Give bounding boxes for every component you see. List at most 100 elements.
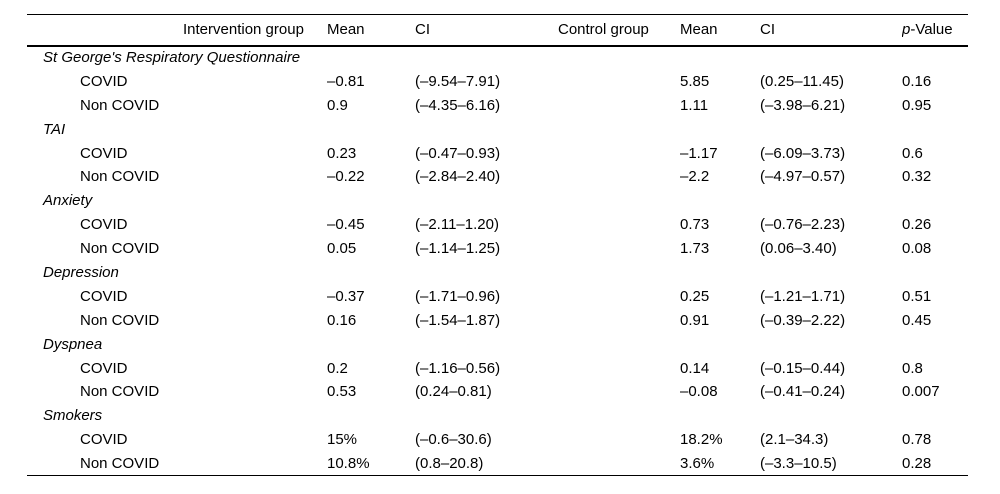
header-control-ci: CI: [760, 21, 775, 39]
control-mean-value: 0.73: [680, 216, 710, 234]
results-table: Intervention group Mean CI Control group…: [27, 14, 968, 477]
intervention-mean-value: –0.22: [327, 168, 365, 186]
control-group-cell: [558, 141, 680, 165]
data-row: Non COVID 10.8% (0.8–20.8) 3.6% (–3.3–10.5) 0…: [27, 452, 968, 476]
section-row: Smokers: [27, 404, 968, 428]
control-mean-value: 0.14: [680, 359, 710, 377]
control-group-cell: [558, 237, 680, 261]
p-value-cell: 0.6: [902, 144, 923, 162]
intervention-group-cell: [183, 237, 327, 261]
intervention-mean-value: 0.53: [327, 383, 357, 401]
intervention-ci-value: (0.8–20.8): [415, 454, 484, 472]
control-group-cell: [558, 213, 680, 237]
intervention-mean-value: 0.2: [327, 359, 348, 377]
intervention-mean-value: 0.16: [327, 311, 357, 329]
header-intervention-group: Intervention group: [183, 21, 304, 39]
section-title: TAI: [43, 120, 66, 138]
intervention-ci-value: (0.24–0.81): [415, 383, 492, 401]
control-group-cell: [558, 356, 680, 380]
control-group-cell: [558, 69, 680, 93]
data-row: Non COVID –0.22 (–2.84–2.40) –2.2 (–4.97–0.5…: [27, 165, 968, 189]
control-ci-value: (0.06–3.40): [760, 240, 837, 258]
data-row: COVID 0.23 (–0.47–0.93) –1.17 (–6.09–3.73) 0.…: [27, 141, 968, 165]
control-ci-value: (–0.39–2.22): [760, 311, 846, 329]
row-label: COVID: [80, 287, 128, 305]
intervention-mean-value: 15%: [327, 431, 358, 449]
control-ci-value: (–0.76–2.23): [760, 216, 846, 234]
intervention-group-cell: [183, 93, 327, 117]
control-group-cell: [558, 165, 680, 189]
p-value-cell: 0.95: [902, 96, 932, 114]
intervention-mean-value: 0.23: [327, 144, 357, 162]
control-mean-value: 1.73: [680, 240, 710, 258]
intervention-mean-value: –0.37: [327, 287, 365, 305]
data-row: COVID –0.45 (–2.11–1.20) 0.73 (–0.76–2.23) 0.…: [27, 213, 968, 237]
data-row: Non COVID 0.53 (0.24–0.81) –0.08 (–0.41–0.24…: [27, 380, 968, 404]
header-control-group: Control group: [558, 21, 649, 39]
row-label: COVID: [80, 359, 128, 377]
intervention-ci-value: (–9.54–7.91): [415, 72, 501, 90]
intervention-ci-value: (–1.71–0.96): [415, 287, 501, 305]
row-label: Non COVID: [80, 383, 160, 401]
row-label: Non COVID: [80, 311, 160, 329]
section-title: Dyspnea: [43, 335, 103, 353]
intervention-mean-value: 0.9: [327, 96, 348, 114]
intervention-group-cell: [183, 452, 327, 476]
control-group-cell: [558, 93, 680, 117]
intervention-group-cell: [183, 380, 327, 404]
intervention-ci-value: (–0.6–30.6): [415, 431, 492, 449]
control-ci-value: (–4.97–0.57): [760, 168, 846, 186]
control-mean-value: 1.11: [680, 96, 709, 114]
header-row: Intervention group Mean CI Control group…: [27, 15, 968, 46]
intervention-group-cell: [183, 165, 327, 189]
table-body: St George's Respiratory Questionnaire COV…: [27, 46, 968, 476]
section-row: Dyspnea: [27, 332, 968, 356]
intervention-group-cell: [183, 69, 327, 93]
row-label: COVID: [80, 144, 128, 162]
data-row: COVID 15% (–0.6–30.6) 18.2% (2.1–34.3) 0.78: [27, 428, 968, 452]
row-label: Non COVID: [80, 168, 160, 186]
data-row: Non COVID 0.05 (–1.14–1.25) 1.73 (0.06–3.40)…: [27, 237, 968, 261]
row-label: Non COVID: [80, 454, 160, 472]
p-value-cell: 0.26: [902, 216, 932, 234]
intervention-mean-value: –0.45: [327, 216, 365, 234]
intervention-ci-value: (–1.16–0.56): [415, 359, 501, 377]
control-group-cell: [558, 308, 680, 332]
control-group-cell: [558, 380, 680, 404]
p-value-cell: 0.8: [902, 359, 923, 377]
intervention-mean-value: 10.8%: [327, 454, 370, 472]
data-row: Non COVID 0.16 (–1.54–1.87) 0.91 (–0.39–2.22…: [27, 308, 968, 332]
intervention-group-cell: [183, 428, 327, 452]
section-row: TAI: [27, 117, 968, 141]
control-ci-value: (–6.09–3.73): [760, 144, 846, 162]
data-row: COVID –0.37 (–1.71–0.96) 0.25 (–1.21–1.71) 0.…: [27, 284, 968, 308]
p-value-cell: 0.78: [902, 431, 932, 449]
intervention-group-cell: [183, 213, 327, 237]
intervention-ci-value: (–1.54–1.87): [415, 311, 501, 329]
data-row: COVID 0.2 (–1.16–0.56) 0.14 (–0.15–0.44) 0.8: [27, 356, 968, 380]
intervention-group-cell: [183, 356, 327, 380]
p-value-cell: 0.007: [902, 383, 940, 401]
control-group-cell: [558, 428, 680, 452]
p-value-rest: -Value: [910, 21, 953, 39]
row-label: COVID: [80, 431, 128, 449]
row-label: COVID: [80, 72, 128, 90]
control-mean-value: –0.08: [680, 383, 718, 401]
control-ci-value: (–3.3–10.5): [760, 454, 837, 472]
section-row: Anxiety: [27, 189, 968, 213]
intervention-ci-value: (–1.14–1.25): [415, 240, 501, 258]
row-label: Non COVID: [80, 96, 160, 114]
control-group-cell: [558, 452, 680, 476]
control-mean-value: 18.2%: [680, 431, 723, 449]
header-p-value: p-Value: [902, 15, 968, 46]
control-mean-value: 3.6%: [680, 454, 715, 472]
p-value-cell: 0.51: [902, 287, 932, 305]
control-ci-value: (–0.15–0.44): [760, 359, 846, 377]
section-title: Smokers: [43, 407, 103, 425]
data-row: COVID –0.81 (–9.54–7.91) 5.85 (0.25–11.45) 0.…: [27, 69, 968, 93]
control-mean-value: 0.25: [680, 287, 710, 305]
control-mean-value: 0.91: [680, 311, 710, 329]
intervention-mean-value: –0.81: [327, 72, 365, 90]
intervention-group-cell: [183, 308, 327, 332]
